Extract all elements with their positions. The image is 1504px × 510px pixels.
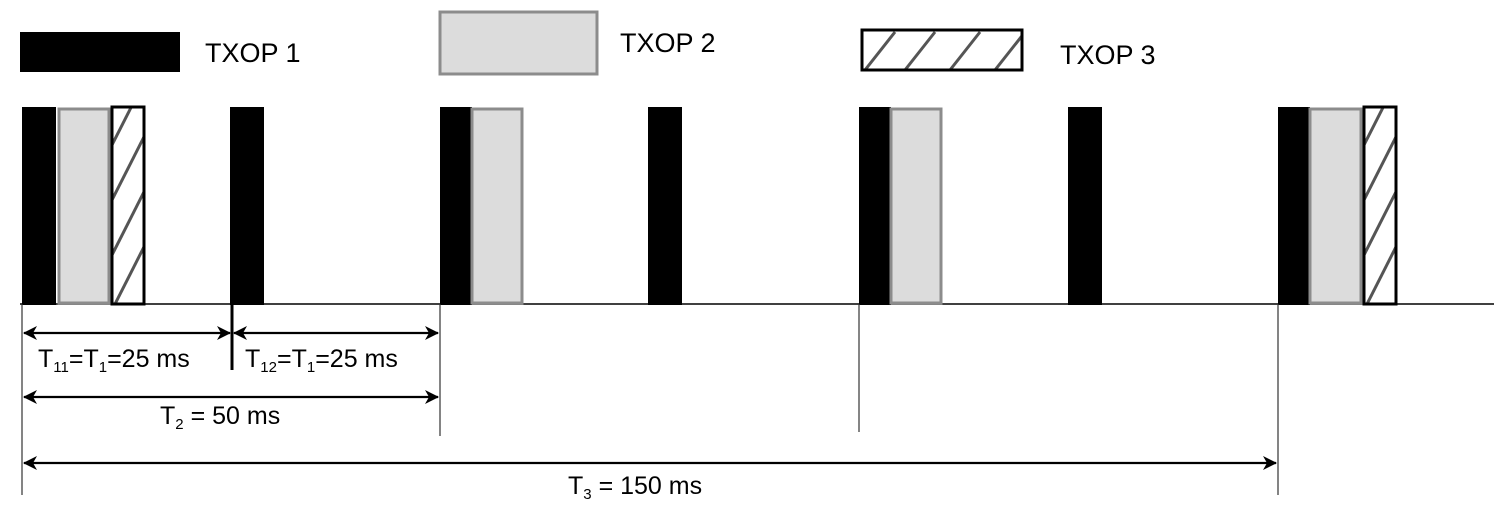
legend: TXOP 1 TXOP 2 TXOP 3: [20, 10, 1156, 76]
txop3-block: [110, 105, 146, 306]
txop2-block: [889, 107, 943, 305]
slot-group-3: [440, 107, 524, 305]
txop1-block: [859, 107, 891, 305]
txop1-block: [1068, 107, 1102, 305]
dim-label-t2: T2 = 50 ms: [160, 402, 280, 433]
slot-group-6: [1068, 107, 1102, 305]
slot-group-4: [648, 107, 682, 305]
txop1-block: [1278, 107, 1310, 305]
slot-group-2: [230, 107, 264, 305]
legend-item-txop1: TXOP 1: [20, 32, 301, 72]
txop1-block: [440, 107, 472, 305]
legend-item-txop2: TXOP 2: [438, 10, 716, 76]
dim-label-t12: T12=T1=25 ms: [245, 345, 398, 376]
slot-group-5: [859, 107, 943, 305]
legend-swatch-txop3-bg: [862, 30, 1022, 70]
legend-label-txop2: TXOP 2: [620, 28, 716, 58]
slot-group-7: [1278, 105, 1398, 306]
txop1-block: [648, 107, 682, 305]
legend-label-txop3: TXOP 3: [1060, 40, 1156, 70]
dim-label-t11: T11=T1=25 ms: [38, 345, 190, 376]
legend-label-txop1: TXOP 1: [205, 38, 301, 68]
legend-swatch-txop1: [20, 32, 180, 72]
txop3-block: [1362, 105, 1398, 306]
txop2-block: [470, 107, 524, 305]
txop2-block: [1308, 107, 1363, 305]
txop1-block: [230, 107, 264, 305]
legend-swatch-txop3: [860, 28, 1024, 72]
txop1-block: [22, 107, 56, 305]
legend-swatch-txop2: [438, 10, 599, 76]
legend-item-txop3: TXOP 3: [860, 28, 1156, 72]
txop2-block: [57, 107, 111, 305]
slot-group-1: [22, 105, 146, 306]
dim-label-t3: T3 = 150 ms: [568, 472, 702, 503]
